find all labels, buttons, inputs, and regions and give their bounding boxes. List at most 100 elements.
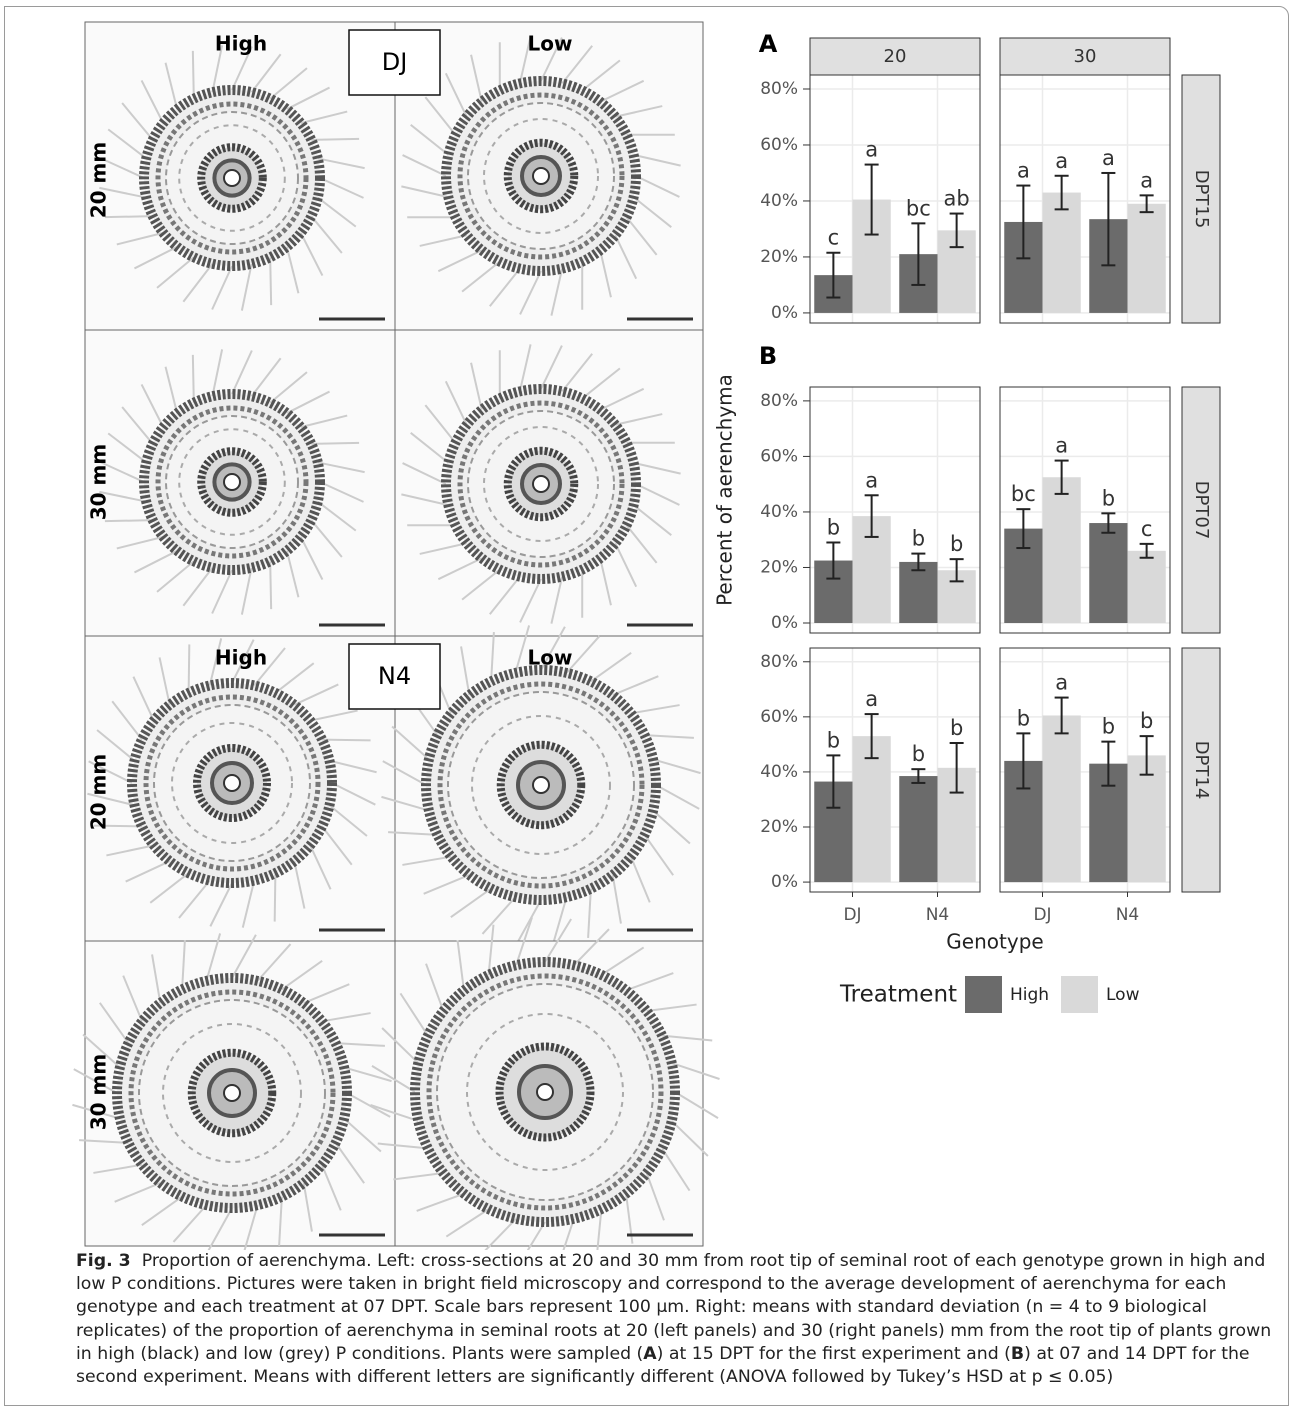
- panel-tag: B: [759, 342, 777, 370]
- significance-letter: ab: [944, 187, 970, 211]
- y-tick-label: 20%: [760, 817, 798, 837]
- significance-letter: b: [1017, 706, 1030, 730]
- x-tick-label: N4: [926, 905, 950, 925]
- significance-letter: b: [827, 515, 840, 539]
- column-strip-label: 30: [1074, 46, 1097, 67]
- vessel: [533, 476, 549, 492]
- y-tick-label: 40%: [760, 191, 798, 211]
- significance-letter: bc: [906, 196, 931, 220]
- x-tick-label: DJ: [1033, 905, 1051, 925]
- significance-letter: a: [865, 468, 878, 492]
- y-tick-label: 20%: [760, 557, 798, 577]
- significance-letter: bc: [1011, 482, 1036, 506]
- significance-letter: b: [1102, 715, 1115, 739]
- x-axis-label: Genotype: [946, 930, 1043, 954]
- caption: Fig. 3 Proportion of aerenchyma. Left: c…: [76, 1250, 1286, 1389]
- significance-letter: a: [865, 687, 878, 711]
- root-hair: [275, 873, 276, 921]
- column-strip-label: 20: [884, 46, 907, 67]
- vessel: [537, 1084, 553, 1100]
- y-tick-label: 0%: [771, 613, 798, 633]
- legend-key: [965, 976, 1002, 1013]
- vessel: [224, 1085, 240, 1101]
- significance-letter: a: [1140, 168, 1153, 192]
- y-tick-label: 60%: [760, 135, 798, 155]
- column-label: High: [215, 32, 267, 56]
- row-strip-label: DPT14: [1191, 741, 1212, 800]
- caption-bold: A: [643, 1344, 656, 1364]
- root-hair: [105, 216, 153, 217]
- y-tick-label: 60%: [760, 707, 798, 727]
- legend-key: [1061, 976, 1098, 1013]
- row-label: 20 mm: [87, 142, 111, 218]
- bar: [1128, 551, 1166, 623]
- significance-letter: c: [1141, 517, 1153, 541]
- page: High Low DJ 20 mm 30 mm High Low N4 20 mm 30 mm Ac…: [0, 0, 1295, 1418]
- bar: [1043, 715, 1081, 882]
- significance-letter: a: [1055, 671, 1068, 695]
- significance-letter: a: [1102, 146, 1115, 170]
- root-hair: [311, 139, 359, 140]
- significance-letter: b: [1102, 486, 1115, 510]
- genotype-label: N4: [378, 662, 411, 690]
- significance-letter: b: [912, 527, 925, 551]
- row-label: 30 mm: [87, 444, 111, 520]
- root-hair: [270, 257, 271, 305]
- row-strip-label: DPT07: [1191, 481, 1212, 540]
- significance-letter: a: [865, 138, 878, 162]
- y-tick-label: 80%: [760, 652, 798, 672]
- vessel: [224, 775, 240, 791]
- significance-letter: b: [950, 716, 963, 740]
- y-tick-label: 40%: [760, 502, 798, 522]
- significance-letter: b: [827, 728, 840, 752]
- significance-letter: b: [912, 742, 925, 766]
- bar: [1043, 193, 1081, 313]
- x-tick-label: N4: [1116, 905, 1140, 925]
- column-label: High: [215, 646, 267, 670]
- root-hair: [311, 443, 359, 444]
- column-label: Low: [528, 646, 573, 670]
- vessel: [533, 777, 549, 793]
- y-tick-label: 0%: [771, 303, 798, 323]
- significance-letter: b: [950, 532, 963, 556]
- root-hair: [322, 740, 370, 741]
- y-tick-label: 40%: [760, 762, 798, 782]
- y-tick-label: 80%: [760, 79, 798, 99]
- y-tick-label: 60%: [760, 446, 798, 466]
- y-axis-label: Percent of aerenchyma: [713, 374, 737, 606]
- legend-label: Low: [1106, 985, 1140, 1005]
- significance-letter: a: [1017, 159, 1030, 183]
- significance-letter: c: [828, 226, 840, 250]
- root-hair: [270, 561, 271, 609]
- bar: [1043, 477, 1081, 623]
- row-strip-label: DPT15: [1191, 170, 1212, 229]
- x-tick-label: DJ: [843, 905, 861, 925]
- y-tick-label: 0%: [771, 872, 798, 892]
- caption-label: Fig. 3: [76, 1251, 131, 1271]
- legend-label: High: [1010, 985, 1049, 1005]
- root-hair: [193, 51, 194, 99]
- row-label: 20 mm: [87, 754, 111, 830]
- significance-letter: a: [1055, 434, 1068, 458]
- genotype-label: DJ: [382, 48, 408, 76]
- y-tick-label: 20%: [760, 247, 798, 267]
- legend-title: Treatment: [839, 982, 957, 1008]
- column-label: Low: [528, 32, 573, 56]
- vessel: [224, 474, 240, 490]
- figure: High Low DJ 20 mm 30 mm High Low N4 20 mm 30 mm Ac…: [0, 0, 1295, 1250]
- root-hair: [189, 644, 190, 692]
- significance-letter: a: [1055, 149, 1068, 173]
- bar: [899, 776, 937, 882]
- bar: [1089, 523, 1127, 623]
- root-hair: [105, 520, 153, 521]
- caption-bold: B: [1011, 1344, 1024, 1364]
- bar: [1128, 204, 1166, 313]
- significance-letter: b: [1140, 709, 1153, 733]
- row-label: 30 mm: [87, 1054, 111, 1130]
- y-tick-label: 80%: [760, 391, 798, 411]
- panel-tag: A: [759, 30, 778, 58]
- caption-text: ) at 15 DPT for the first experiment and…: [657, 1344, 1011, 1364]
- vessel: [533, 168, 549, 184]
- root-hair: [193, 355, 194, 403]
- vessel: [224, 170, 240, 186]
